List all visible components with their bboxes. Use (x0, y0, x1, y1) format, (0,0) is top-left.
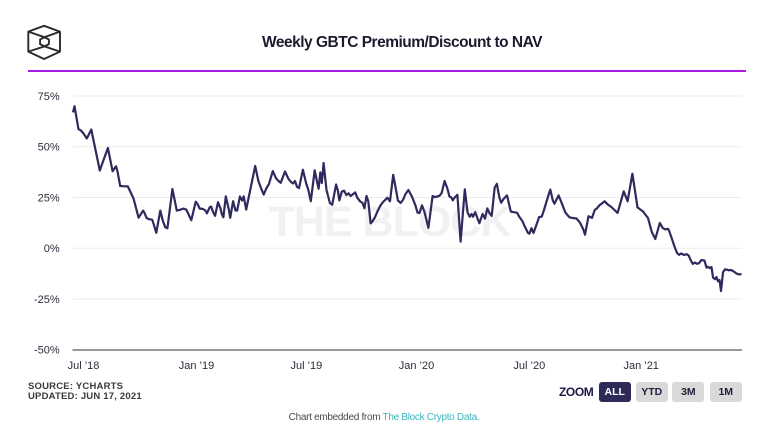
svg-text:Jul ’19: Jul ’19 (291, 360, 323, 372)
svg-text:Jan ’20: Jan ’20 (399, 360, 434, 372)
svg-text:75%: 75% (38, 91, 60, 103)
svg-text:Jan ’19: Jan ’19 (179, 360, 214, 372)
svg-text:Jul ’20: Jul ’20 (513, 360, 545, 372)
svg-text:Jul ’18: Jul ’18 (68, 360, 100, 372)
svg-text:-25%: -25% (34, 294, 60, 306)
svg-text:THE BLOCK: THE BLOCK (269, 198, 512, 246)
svg-text:-50%: -50% (34, 345, 60, 357)
svg-text:Jan ’21: Jan ’21 (623, 360, 658, 372)
svg-text:25%: 25% (38, 193, 60, 205)
svg-text:50%: 50% (38, 142, 60, 154)
svg-text:0%: 0% (44, 243, 60, 255)
